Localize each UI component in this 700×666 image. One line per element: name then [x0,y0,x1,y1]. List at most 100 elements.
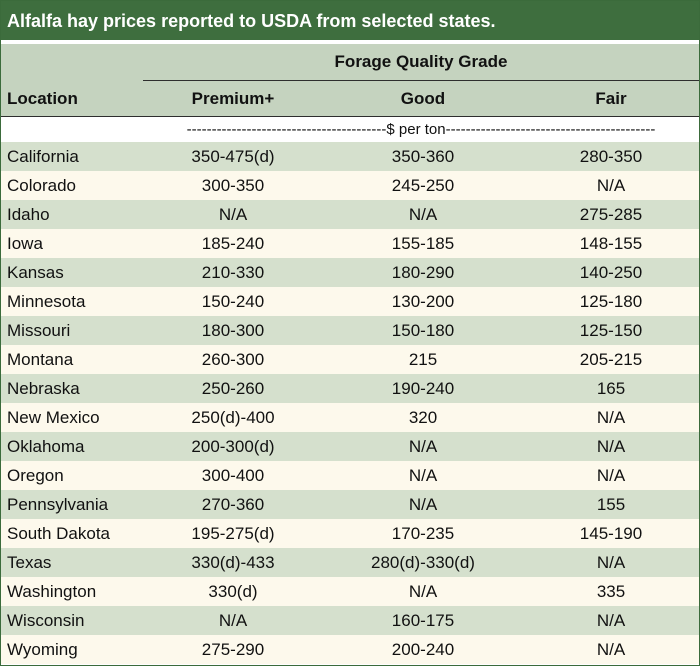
table-header: Forage Quality Grade Location Premium+ G… [1,44,699,116]
location-cell: Pennsylvania [7,495,109,514]
fair-price-cell: N/A [596,408,626,427]
good-price-cell: 155-185 [391,234,455,253]
table-row: New Mexico 250(d)-400 320 N/A [1,403,699,432]
table-row: California 350-475(d) 350-360 280-350 [1,142,699,171]
good-price-cell: 350-360 [391,147,455,166]
premium-price-cell: 270-360 [201,495,265,514]
fair-price-cell: 335 [596,582,626,601]
table-row: Nebraska 250-260 190-240 165 [1,374,699,403]
table-row: Montana 260-300 215 205-215 [1,345,699,374]
table-row: Missouri 180-300 150-180 125-150 [1,316,699,345]
location-cell: Nebraska [7,379,80,398]
fair-price-cell: 275-285 [579,205,643,224]
location-cell: Texas [7,553,52,572]
table-row: Pennsylvania 270-360 N/A 155 [1,490,699,519]
good-price-cell: 320 [408,408,438,427]
location-cell: South Dakota [7,524,111,543]
premium-column-header: Premium+ [191,89,275,108]
unit-label: ----------------------------------------… [186,121,656,138]
fair-price-cell: 125-150 [579,321,643,340]
premium-price-cell: 260-300 [201,350,265,369]
fair-price-cell: 280-350 [579,147,643,166]
premium-price-cell: 150-240 [201,292,265,311]
premium-price-cell: N/A [218,205,248,224]
location-cell: Colorado [7,176,76,195]
location-cell: Oklahoma [7,437,85,456]
fair-price-cell: N/A [596,437,626,456]
fair-price-cell: 125-180 [579,292,643,311]
premium-price-cell: N/A [218,611,248,630]
fair-column-header: Fair [595,89,627,108]
premium-price-cell: 330(d) [208,582,258,601]
fair-price-cell: 148-155 [579,234,643,253]
location-cell: Idaho [7,205,50,224]
location-cell: New Mexico [7,408,100,427]
location-cell: Missouri [7,321,71,340]
fair-price-cell: 155 [596,495,626,514]
premium-price-cell: 195-275(d) [191,524,275,543]
good-price-cell: 170-235 [391,524,455,543]
table-row: Oregon 300-400 N/A N/A [1,461,699,490]
unit-row: ----------------------------------------… [1,117,699,142]
fair-price-cell: 145-190 [579,524,643,543]
fair-price-cell: N/A [596,611,626,630]
good-price-cell: 180-290 [391,263,455,282]
good-price-cell: N/A [408,495,438,514]
table-row: Kansas 210-330 180-290 140-250 [1,258,699,287]
premium-price-cell: 350-475(d) [191,147,275,166]
fair-price-cell: N/A [596,640,626,659]
fair-price-cell: N/A [596,176,626,195]
group-header-divider [143,80,699,81]
good-price-cell: 160-175 [391,611,455,630]
fair-price-cell: 165 [596,379,626,398]
good-price-cell: 130-200 [391,292,455,311]
table-body: California 350-475(d) 350-360 280-350 Colora… [1,142,699,664]
premium-price-cell: 300-400 [201,466,265,485]
good-price-cell: N/A [408,437,438,456]
table-row: Idaho N/A N/A 275-285 [1,200,699,229]
fair-price-cell: N/A [596,553,626,572]
location-cell: Wisconsin [7,611,85,630]
good-price-cell: 245-250 [391,176,455,195]
fair-price-cell: N/A [596,466,626,485]
premium-price-cell: 300-350 [201,176,265,195]
premium-price-cell: 200-300(d) [191,437,275,456]
table-title: Alfalfa hay prices reported to USDA from… [1,1,699,42]
header-divider [1,116,699,117]
location-cell: Minnesota [7,292,86,311]
table-row: Wisconsin N/A 160-175 N/A [1,606,699,635]
location-cell: Washington [7,582,97,601]
good-column-header: Good [400,89,446,108]
location-cell: California [7,147,79,166]
fair-price-cell: 205-215 [579,350,643,369]
premium-price-cell: 250(d)-400 [191,408,275,427]
good-price-cell: N/A [408,582,438,601]
fair-price-cell: 140-250 [579,263,643,282]
location-cell: Iowa [7,234,43,253]
premium-price-cell: 330(d)-433 [191,553,275,572]
table-row: Texas 330(d)-433 280(d)-330(d) N/A [1,548,699,577]
table-row: Colorado 300-350 245-250 N/A [1,171,699,200]
table-row: South Dakota 195-275(d) 170-235 145-190 [1,519,699,548]
location-cell: Wyoming [7,640,78,659]
good-price-cell: N/A [408,205,438,224]
premium-price-cell: 185-240 [201,234,265,253]
table-row: Washington 330(d) N/A 335 [1,577,699,606]
table-row: Iowa 185-240 155-185 148-155 [1,229,699,258]
premium-price-cell: 275-290 [201,640,265,659]
good-price-cell: 215 [408,350,438,369]
location-cell: Oregon [7,466,64,485]
premium-price-cell: 250-260 [201,379,265,398]
forage-quality-grade-header: Forage Quality Grade [334,52,508,71]
location-cell: Montana [7,350,74,369]
good-price-cell: 200-240 [391,640,455,659]
good-price-cell: 280(d)-330(d) [371,553,475,572]
good-price-cell: N/A [408,466,438,485]
location-cell: Kansas [7,263,64,282]
premium-price-cell: 180-300 [201,321,265,340]
table-row: Oklahoma 200-300(d) N/A N/A [1,432,699,461]
premium-price-cell: 210-330 [201,263,265,282]
good-price-cell: 190-240 [391,379,455,398]
table-row: Minnesota 150-240 130-200 125-180 [1,287,699,316]
